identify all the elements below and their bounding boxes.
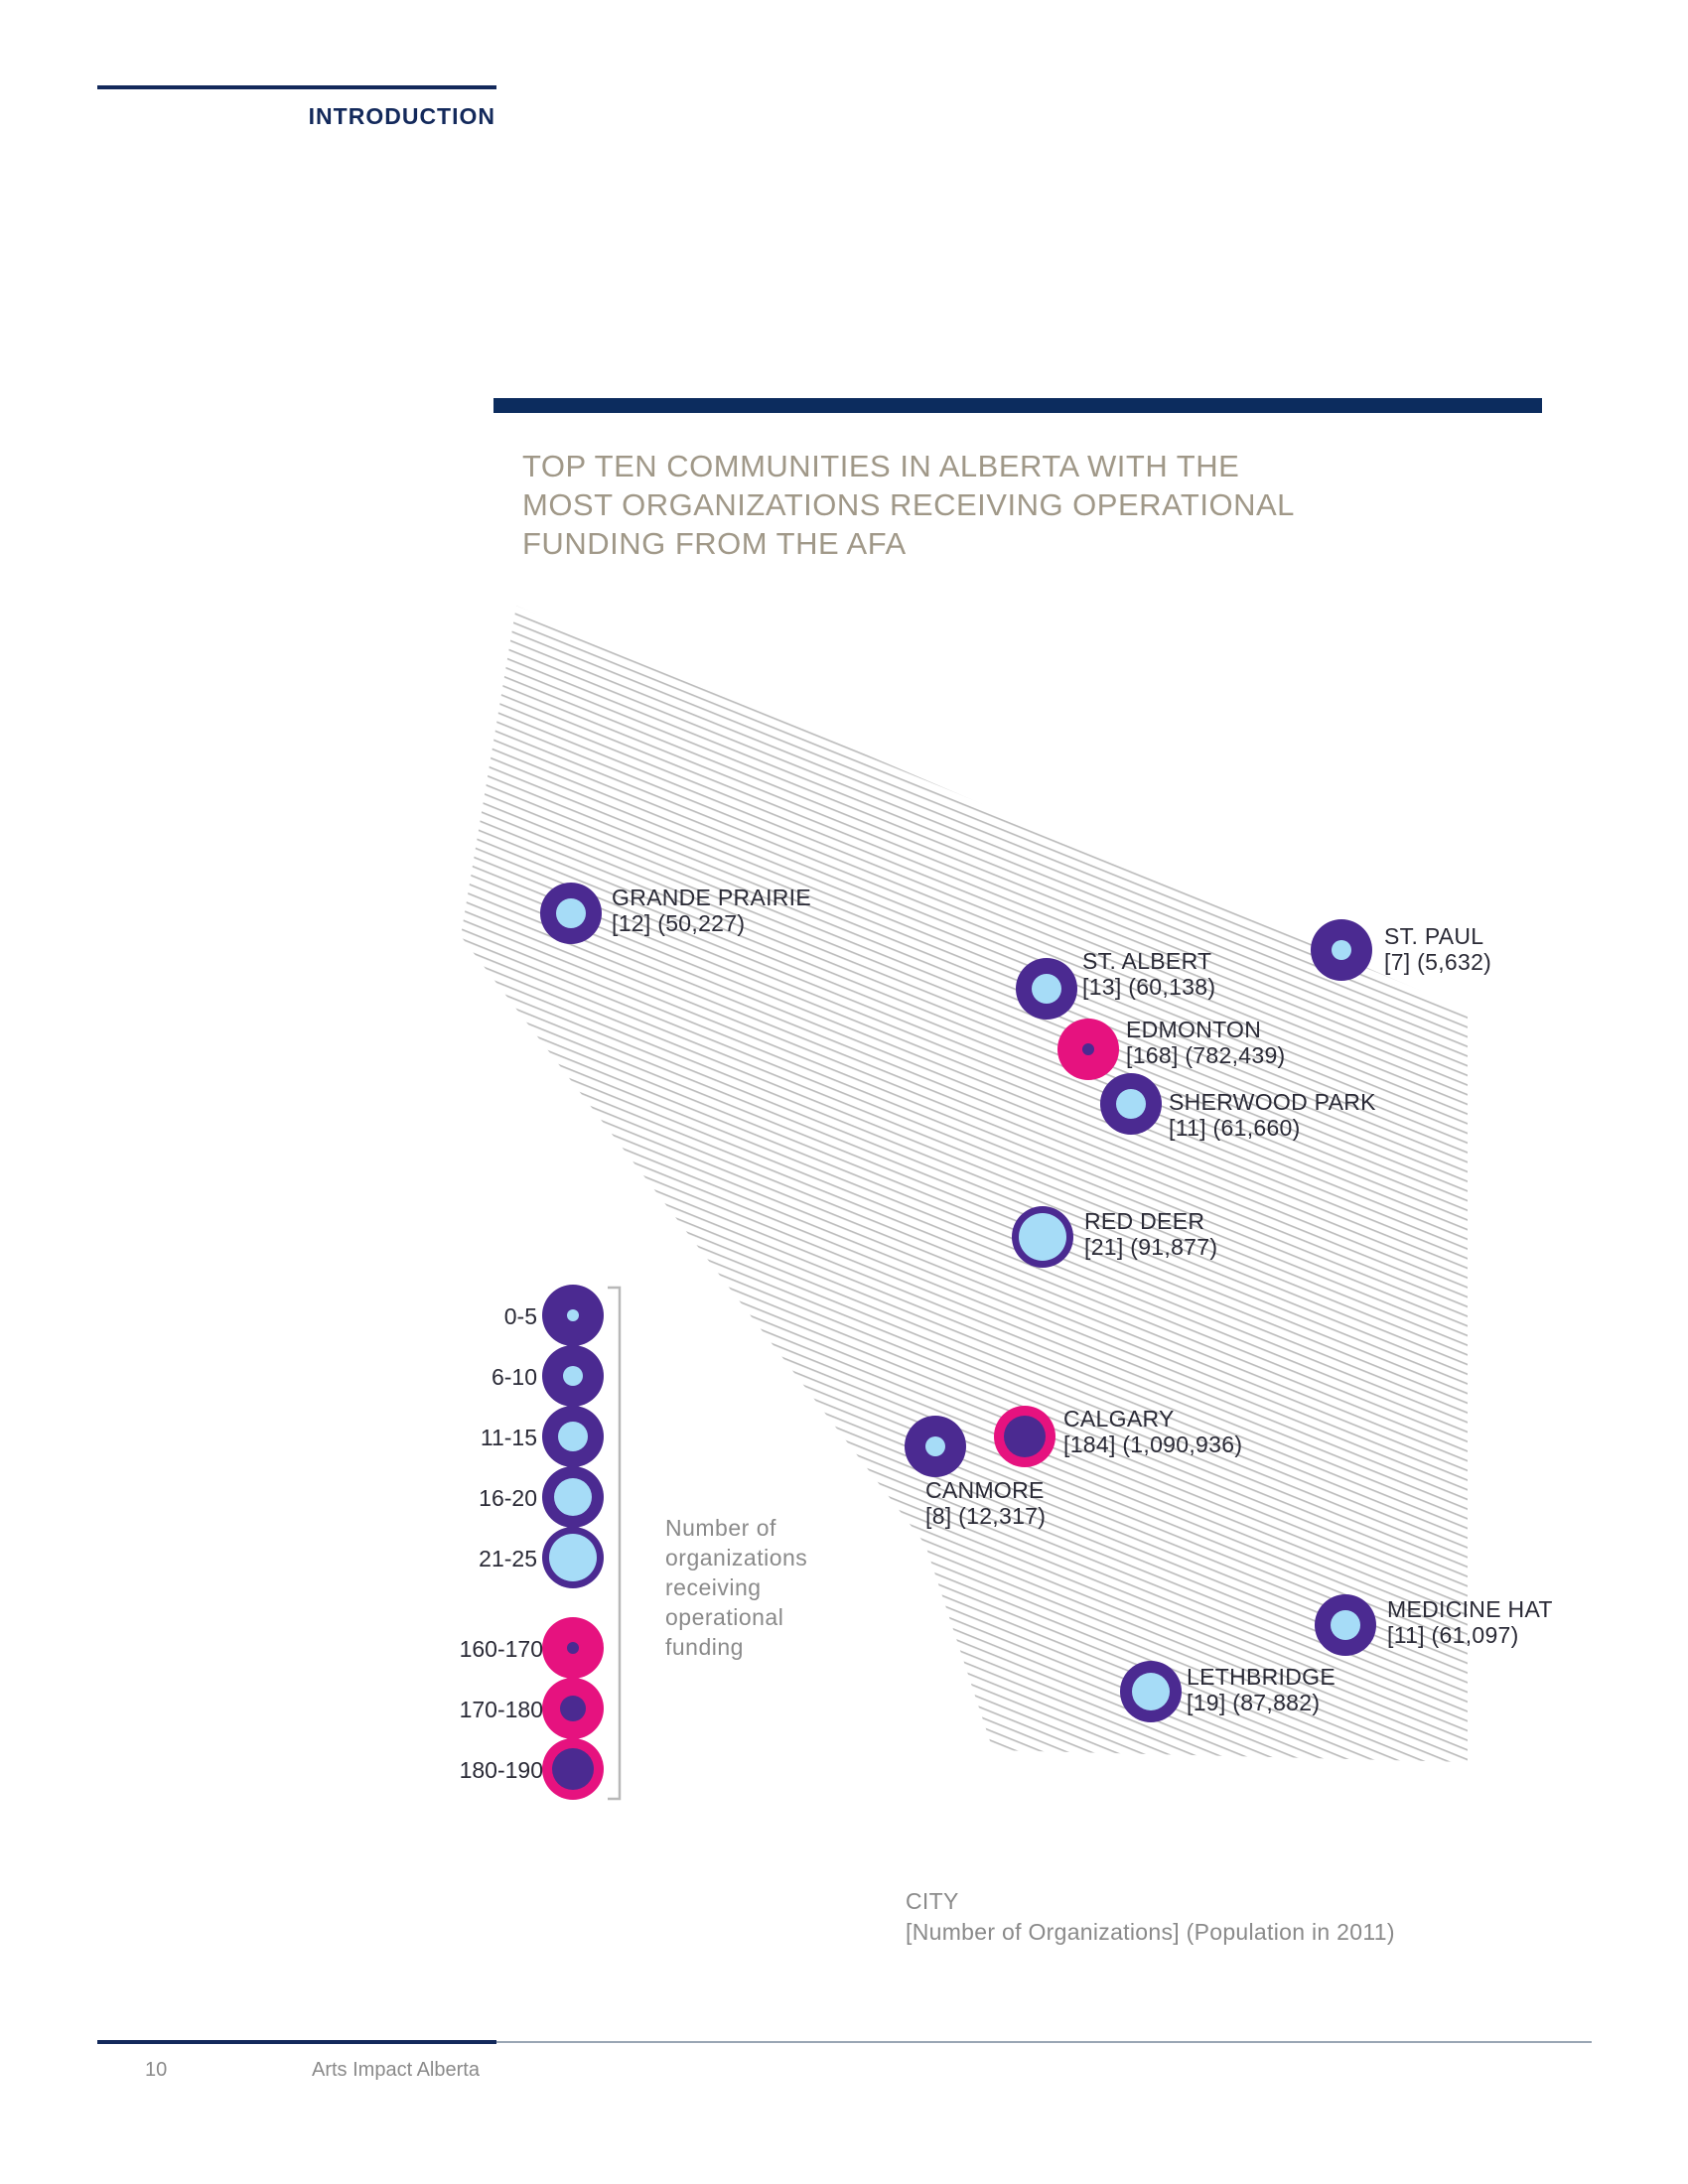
- city-marker-grande-prairie: [540, 883, 602, 944]
- city-label-medicine-hat: MEDICINE HAT [11] (61,097): [1387, 1596, 1553, 1648]
- city-marker-lethbridge: [1120, 1661, 1182, 1722]
- city-marker-sherwood-park: [1100, 1073, 1162, 1135]
- city-name: MEDICINE HAT: [1387, 1596, 1553, 1622]
- city-marker-red-deer-inner: [1019, 1213, 1066, 1261]
- figure-title-bar: [493, 398, 1542, 413]
- city-name: ST. ALBERT: [1082, 948, 1212, 974]
- legend-caption-line: operational: [665, 1604, 784, 1630]
- legend-caption-line: Number of: [665, 1515, 776, 1541]
- legend-marker-11-15: [542, 1406, 604, 1467]
- city-detail: [13] (60,138): [1082, 974, 1216, 1000]
- city-marker-calgary: [994, 1406, 1055, 1467]
- city-detail: [7] (5,632): [1384, 949, 1492, 975]
- city-name: RED DEER: [1084, 1208, 1205, 1234]
- city-marker-sherwood-park-inner: [1116, 1089, 1146, 1119]
- city-label-st-albert: ST. ALBERT [13] (60,138): [1082, 948, 1215, 1000]
- legend-marker-170-180-inner: [560, 1696, 586, 1721]
- city-detail: [19] (87,882): [1187, 1690, 1321, 1715]
- legend-marker-16-20-inner: [554, 1478, 592, 1516]
- figure-title: TOP TEN COMMUNITIES IN ALBERTA WITH THE …: [522, 447, 1336, 563]
- city-marker-medicine-hat: [1315, 1594, 1376, 1656]
- legend-caption-line: organizations: [665, 1545, 808, 1570]
- city-name: ST. PAUL: [1384, 923, 1484, 949]
- city-marker-calgary-inner: [1004, 1416, 1046, 1457]
- city-label-red-deer: RED DEER [21] (91,877): [1084, 1208, 1217, 1260]
- city-marker-grande-prairie-inner: [556, 898, 586, 928]
- legend-marker-170-180: [542, 1678, 604, 1739]
- city-name: CALGARY: [1063, 1406, 1175, 1432]
- legend-marker-6-10-inner: [563, 1366, 583, 1386]
- legend-marker-0-5: [542, 1285, 604, 1346]
- legend-caption-line: receiving: [665, 1574, 762, 1600]
- city-label-canmore: CANMORE [8] (12,317): [925, 1477, 1046, 1529]
- city-label-grande-prairie: GRANDE PRAIRIE [12] (50,227): [612, 885, 811, 936]
- legend-marker-21-25: [542, 1527, 604, 1588]
- city-label-calgary: CALGARY [184] (1,090,936): [1063, 1406, 1242, 1457]
- label-key: CITY [Number of Organizations] (Populati…: [906, 1886, 1395, 1948]
- city-detail: [11] (61,660): [1169, 1115, 1301, 1141]
- city-label-sherwood-park: SHERWOOD PARK [11] (61,660): [1169, 1089, 1376, 1141]
- city-marker-canmore: [905, 1416, 966, 1477]
- legend-marker-180-190-inner: [552, 1748, 594, 1790]
- legend-range-6-10: 6-10: [491, 1364, 537, 1390]
- label-key-line-2: [Number of Organizations] (Population in…: [906, 1919, 1395, 1945]
- figure-title-line-2: MOST ORGANIZATIONS RECEIVING OPERATIONAL: [522, 487, 1295, 522]
- city-marker-edmonton-inner: [1082, 1043, 1094, 1055]
- legend-marker-6-10: [542, 1345, 604, 1407]
- legend-range-16-20: 16-20: [479, 1485, 537, 1511]
- city-marker-st-paul: [1311, 919, 1372, 981]
- section-label: INTRODUCTION: [308, 103, 495, 129]
- city-detail: [184] (1,090,936): [1063, 1432, 1243, 1457]
- city-marker-st-albert: [1016, 958, 1077, 1020]
- footer-rule-light: [496, 2041, 1592, 2043]
- city-marker-canmore-inner: [925, 1436, 945, 1456]
- footer-rule-dark: [97, 2040, 496, 2044]
- page-number: 10: [145, 2059, 168, 2081]
- legend-marker-11-15-inner: [558, 1422, 588, 1451]
- legend-range-180-190: 180-190: [459, 1757, 543, 1783]
- city-marker-st-paul-inner: [1332, 940, 1351, 960]
- legend-marker-160-170: [542, 1617, 604, 1679]
- legend-caption: Number of organizations receiving operat…: [665, 1513, 864, 1662]
- legend-caption-line: funding: [665, 1634, 744, 1660]
- label-key-line-1: CITY: [906, 1888, 959, 1914]
- legend-range-160-170: 160-170: [459, 1636, 543, 1662]
- legend-marker-16-20: [542, 1466, 604, 1528]
- legend-range-170-180: 170-180: [459, 1697, 543, 1722]
- legend-marker-160-170-inner: [567, 1642, 579, 1654]
- legend-range-0-5: 0-5: [503, 1303, 537, 1329]
- city-name: GRANDE PRAIRIE: [612, 885, 812, 910]
- legend-marker-21-25-inner: [549, 1534, 597, 1581]
- legend-marker-0-5-inner: [567, 1309, 579, 1321]
- city-marker-medicine-hat-inner: [1331, 1610, 1360, 1640]
- city-name: CANMORE: [925, 1477, 1045, 1503]
- city-label-lethbridge: LETHBRIDGE [19] (87,882): [1187, 1664, 1336, 1715]
- city-label-st-paul: ST. PAUL [7] (5,632): [1384, 923, 1491, 975]
- city-marker-edmonton: [1057, 1019, 1119, 1080]
- legend-marker-180-190: [542, 1738, 604, 1800]
- city-markers: [540, 883, 1376, 1722]
- city-detail: [11] (61,097): [1387, 1622, 1519, 1648]
- figure-title-line-1: TOP TEN COMMUNITIES IN ALBERTA WITH THE: [522, 449, 1240, 483]
- city-marker-red-deer: [1012, 1206, 1073, 1268]
- legend-markers: [542, 1285, 604, 1800]
- city-detail: [12] (50,227): [612, 910, 746, 936]
- city-detail: [8] (12,317): [925, 1503, 1047, 1529]
- figure-title-line-3: FUNDING FROM THE AFA: [522, 526, 907, 561]
- publication-name: Arts Impact Alberta: [312, 2059, 480, 2081]
- legend-bracket: [608, 1286, 622, 1801]
- city-name: LETHBRIDGE: [1187, 1664, 1336, 1690]
- legend-range-21-25: 21-25: [479, 1546, 537, 1571]
- city-name: EDMONTON: [1126, 1017, 1262, 1042]
- city-name: SHERWOOD PARK: [1169, 1089, 1376, 1115]
- city-detail: [21] (91,877): [1084, 1234, 1218, 1260]
- city-marker-st-albert-inner: [1032, 974, 1061, 1004]
- city-label-edmonton: EDMONTON [168] (782,439): [1126, 1017, 1286, 1068]
- city-detail: [168] (782,439): [1126, 1042, 1286, 1068]
- city-marker-lethbridge-inner: [1132, 1673, 1170, 1710]
- legend-range-11-15: 11-15: [480, 1425, 537, 1450]
- alberta-shape: [461, 606, 1468, 1762]
- header-rule: [97, 85, 496, 89]
